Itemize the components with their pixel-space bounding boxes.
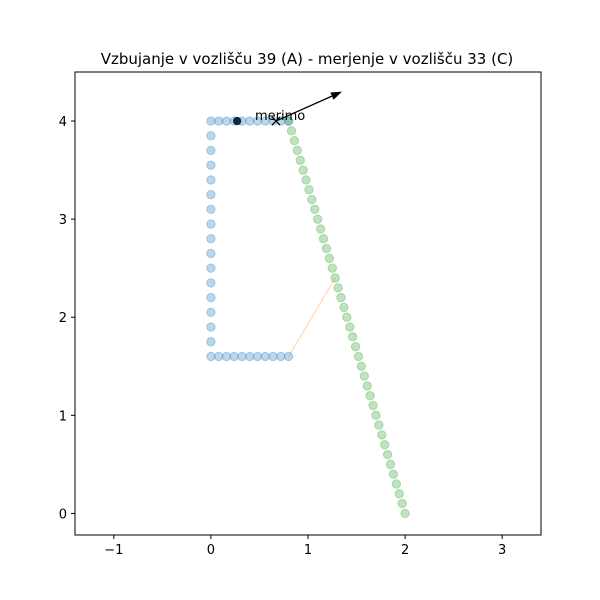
series-0-point: [206, 145, 216, 156]
arrow-shaft: [275, 95, 333, 122]
series-1-point: [397, 498, 407, 509]
series-1-point: [356, 361, 367, 371]
series-1-point: [333, 283, 343, 293]
chart-title: Vzbujanje v vozlišču 39 (A) - merjenje v…: [101, 50, 514, 68]
series-1-point: [371, 410, 381, 421]
series-1-point: [350, 341, 361, 352]
arrow-head: [330, 91, 342, 100]
series-0-point: [206, 204, 216, 215]
series-1-point: [318, 234, 329, 244]
x-tick-label: 2: [401, 543, 409, 558]
y-tick-label: 1: [59, 409, 67, 424]
series-0-point: [206, 337, 216, 347]
series-1-point: [365, 391, 375, 401]
series-0-point: [206, 160, 216, 170]
series-0-point: [206, 278, 216, 288]
series-1-point: [295, 155, 305, 165]
series-1-point: [292, 145, 303, 156]
annotation-layer: merimo: [232, 91, 342, 126]
series-1-point: [385, 459, 396, 470]
series-0-point: [268, 351, 278, 362]
excitation-point: [232, 116, 242, 126]
series-1-point: [330, 273, 340, 283]
series-0-point: [206, 131, 216, 141]
series-0-point: [206, 322, 216, 332]
series-0-point: [206, 307, 216, 318]
series-0-point: [221, 351, 232, 362]
series-1-point: [377, 430, 387, 440]
x-tick-label: 0: [207, 543, 215, 558]
series-0-point: [206, 248, 216, 259]
series-0-point: [206, 263, 216, 273]
series-1-point: [327, 263, 337, 273]
series-1-point: [286, 126, 297, 136]
series-1-point: [304, 185, 314, 195]
series-0-point: [283, 351, 294, 362]
series-1-point: [313, 214, 323, 224]
series-1-point: [388, 469, 399, 479]
plot-content: [206, 116, 410, 519]
series-1-point: [298, 165, 308, 175]
series-0-point: [245, 351, 255, 362]
series-1-point: [307, 194, 317, 205]
series-1-point: [359, 371, 370, 381]
series-1-point: [379, 440, 390, 450]
series-1-point: [394, 489, 404, 499]
series-0-point: [221, 116, 232, 126]
series-1-point: [347, 332, 358, 342]
x-tick-label: 3: [498, 543, 506, 558]
series-1-point: [342, 312, 352, 322]
series-0-point: [252, 351, 263, 362]
series-0-point: [237, 351, 247, 362]
series-1-point: [301, 175, 311, 185]
series-0-point: [229, 351, 239, 362]
series-1-point: [353, 351, 364, 362]
series-1-point: [374, 420, 384, 430]
series-1-point: [289, 135, 300, 146]
y-tick-label: 0: [59, 507, 67, 522]
series-1-point: [283, 116, 294, 126]
y-tick-label: 2: [59, 311, 67, 326]
x-tick-label: 1: [304, 543, 312, 558]
measurement-label: merimo: [255, 109, 305, 124]
series-0-point: [245, 116, 255, 126]
y-tick-label: 4: [59, 115, 67, 130]
series-1-point: [391, 479, 402, 489]
series-0-point: [206, 351, 216, 362]
series-1-point: [400, 508, 410, 519]
series-0-point: [206, 116, 216, 126]
series-1-point: [324, 253, 335, 264]
series-1-point: [345, 322, 355, 332]
series-0-point: [283, 116, 294, 126]
series-1-point: [315, 224, 326, 234]
series-0-point: [206, 219, 216, 229]
series-0-point: [206, 292, 216, 303]
series-0-point: [260, 351, 270, 362]
series-0-point: [206, 175, 216, 185]
series-0-point: [206, 189, 216, 200]
series-1-point: [368, 400, 378, 411]
series-0-point: [213, 351, 224, 362]
connector-line: [287, 277, 336, 357]
series-1-point: [382, 449, 393, 460]
series-1-point: [321, 243, 332, 254]
series-1-point: [339, 302, 349, 313]
series-1-point: [336, 292, 346, 303]
series-0-point: [206, 234, 216, 244]
series-0-point: [276, 351, 286, 362]
x-tick-label: −1: [104, 543, 123, 558]
y-tick-label: 3: [59, 213, 67, 228]
axes-layer: −1 0 1 2 3 0 1 2 3 4: [59, 71, 542, 558]
series-0-point: [260, 116, 270, 126]
series-0-point: [252, 116, 263, 126]
series-1-point: [310, 204, 320, 215]
series-0-point: [213, 116, 224, 126]
series-1-point: [362, 381, 372, 391]
